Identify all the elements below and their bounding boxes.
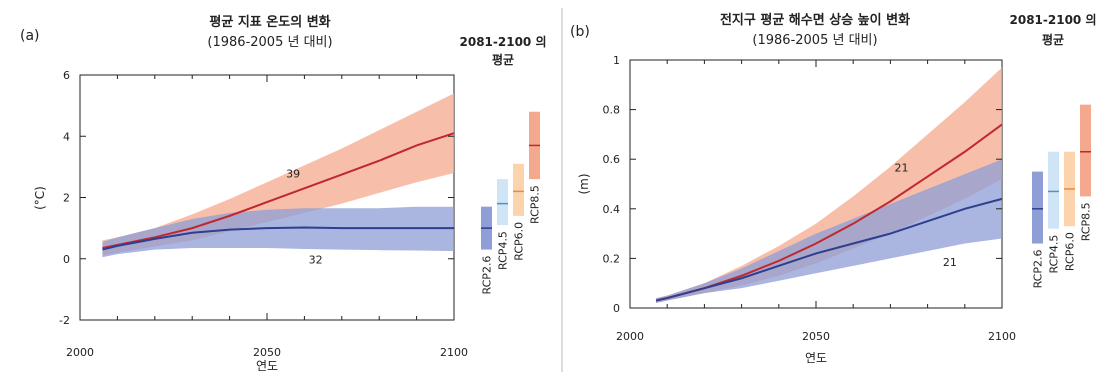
y-axis-label: (m) [577, 173, 591, 194]
x-tick-label: 2050 [253, 346, 281, 359]
chart-subtitle: (1986-2005 년 대비) [207, 35, 332, 50]
line-rcp26 [655, 197, 1003, 302]
period-mean-title: 2081-2100 의 [1010, 12, 1097, 27]
period-label-rcp85: RCP8.5 [529, 185, 542, 224]
x-tick-label: 2000 [66, 346, 94, 359]
chart-panel-b: (b) 전지구 평균 해수면 상승 높이 변화 (1986-2005 년 대비) 20… [570, 12, 1097, 365]
panel-label: (b) [570, 24, 590, 40]
band-rcp26 [102, 206, 454, 258]
x-tick-label: 2100 [988, 330, 1016, 343]
x-axis-label: 연도 [256, 359, 278, 372]
band-rcp85 [102, 93, 454, 256]
y-tick-label: 0.4 [603, 203, 621, 216]
x-tick-label: 2050 [802, 330, 830, 343]
y-tick-label: 0.8 [603, 104, 621, 117]
model-count-rcp85: 39 [286, 168, 300, 181]
y-tick-label: 0 [613, 302, 620, 315]
x-axis-label: 연도 [805, 351, 827, 365]
period-bar-rcp45 [1048, 151, 1059, 229]
period-bar-rcp45 [497, 179, 508, 226]
model-count-rcp26: 32 [309, 253, 323, 266]
model-count-rcp26: 21 [943, 256, 957, 269]
period-bar-rcp60 [513, 163, 524, 216]
x-tick-label: 2000 [616, 330, 644, 343]
chart-title: 평균 지표 온도의 변화 [209, 14, 330, 30]
x-tick-label: 2100 [440, 346, 468, 359]
panel-label: (a) [20, 28, 40, 44]
chart-subtitle: (1986-2005 년 대비) [752, 33, 877, 48]
band-rcp26 [656, 159, 1002, 304]
line-rcp85 [102, 132, 455, 250]
y-tick-label: 0.6 [603, 153, 621, 166]
y-tick-label: 2 [63, 192, 70, 205]
chart-title: 전지구 평균 해수면 상승 높이 변화 [720, 12, 910, 28]
period-label-rcp85: RCP8.5 [1080, 202, 1093, 241]
chart-panel-a: (a) 평균 지표 온도의 변화 (1986-2005 년 대비) 2081-2100… [20, 14, 547, 372]
period-label-rcp45: RCP4.5 [1048, 235, 1061, 274]
y-tick-label: 6 [63, 69, 70, 82]
y-tick-label: 0 [63, 253, 70, 266]
period-mean-title-line2: 평균 [492, 53, 514, 67]
line-rcp26 [102, 226, 454, 251]
period-bar-rcp85 [1080, 104, 1091, 197]
period-label-rcp45: RCP4.5 [497, 231, 510, 270]
period-mean-title: 2081-2100 의 [460, 34, 547, 49]
period-label-rcp26: RCP2.6 [481, 256, 494, 295]
y-tick-label: 4 [63, 130, 70, 143]
y-tick-label: 1 [613, 54, 620, 67]
model-count-rcp85: 21 [895, 162, 909, 175]
y-tick-label: 0.2 [603, 252, 621, 265]
y-tick-label: -2 [59, 314, 70, 327]
y-axis-label: (°C) [33, 186, 47, 210]
period-label-rcp60: RCP6.0 [1064, 232, 1077, 271]
period-bar-rcp26 [1032, 171, 1043, 244]
period-label-rcp26: RCP2.6 [1032, 250, 1045, 289]
period-label-rcp60: RCP6.0 [513, 222, 526, 261]
period-mean-title-line2: 평균 [1042, 33, 1064, 47]
